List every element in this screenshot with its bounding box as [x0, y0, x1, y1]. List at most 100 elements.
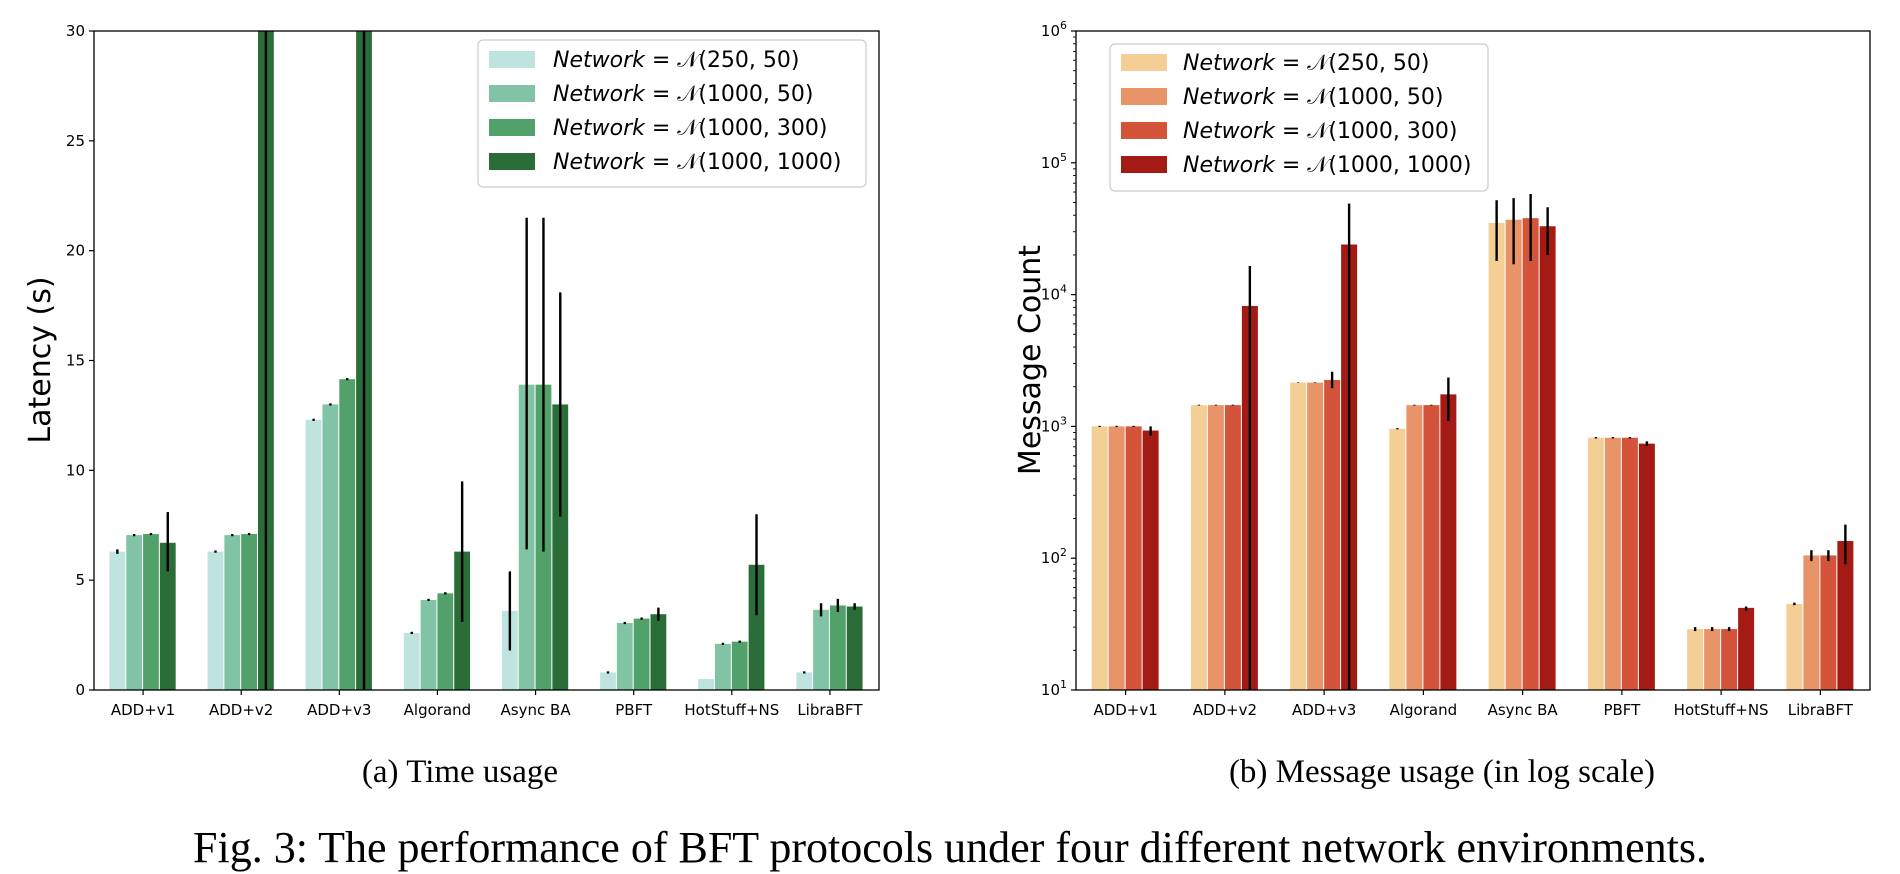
message-legend-label-1: Network = 𝒩(250, 50) — [1183, 51, 1430, 76]
message-bar — [1738, 607, 1755, 690]
latency-bar — [224, 535, 241, 690]
message-bar — [1125, 426, 1142, 690]
latency-x-tick-label: ADD+v1 — [111, 701, 175, 719]
message-legend-swatch-2 — [1121, 88, 1167, 105]
latency-legend-label-1: Network = 𝒩(250, 50) — [553, 48, 800, 73]
latency-bar — [126, 535, 143, 690]
message-x-tick-label: Algorand — [1390, 701, 1458, 719]
latency-bar — [420, 599, 437, 690]
message-bar — [1290, 382, 1307, 690]
latency-bar — [305, 419, 322, 690]
message-bar — [1190, 405, 1207, 690]
latency-legend-swatch-1 — [489, 51, 535, 68]
message-bar — [1423, 405, 1440, 690]
message-chart: 101 102 103 104 105 106 ADD+v1 ADD+v2 ADD+v3 Alg… — [1013, 19, 1871, 790]
message-bar — [1207, 405, 1224, 690]
message-y-tick-label: 101 — [1041, 678, 1067, 699]
latency-bar — [829, 605, 846, 690]
message-legend-label-3: Network = 𝒩(1000, 300) — [1183, 119, 1458, 144]
latency-bar — [715, 643, 731, 690]
message-x-tick-label: PBFT — [1603, 701, 1641, 719]
message-y-tick-label: 102 — [1041, 546, 1067, 567]
message-bar — [1488, 222, 1505, 690]
latency-error-bars — [116, 31, 856, 690]
message-x-tick-label: ADD+v1 — [1093, 701, 1157, 719]
message-subcaption: (b) Message usage (in log scale) — [1229, 754, 1655, 790]
latency-bar — [650, 614, 667, 690]
message-x-ticks: ADD+v1 ADD+v2 ADD+v3 Algorand Async BA PBFT Ho… — [1093, 690, 1854, 719]
latency-bar — [813, 609, 829, 690]
message-bar — [1786, 603, 1803, 690]
latency-legend: Network = 𝒩(250, 50) Network = 𝒩(1000, 5… — [477, 39, 867, 188]
message-bar — [1324, 379, 1341, 690]
message-bar — [1440, 394, 1457, 690]
latency-y-tick-label: 20 — [66, 242, 85, 260]
message-bar — [1108, 426, 1125, 690]
latency-bar — [339, 379, 356, 690]
latency-x-tick-label: HotStuff+NS — [684, 701, 779, 719]
message-y-tick-label: 106 — [1041, 19, 1067, 40]
latency-y-tick-label: 5 — [75, 571, 85, 589]
latency-y-ticks: 0 5 10 15 20 25 30 — [66, 22, 94, 699]
latency-bar — [846, 606, 863, 690]
latency-subcaption: (a) Time usage — [362, 754, 558, 790]
message-y-tick-label: 103 — [1041, 414, 1067, 435]
latency-bar — [159, 542, 176, 690]
latency-x-tick-label: ADD+v3 — [307, 701, 371, 719]
message-bar — [1803, 555, 1820, 690]
message-legend-swatch-4 — [1121, 156, 1167, 173]
latency-y-axis-label: Latency (s) — [23, 276, 58, 443]
message-x-tick-label: ADD+v3 — [1292, 701, 1356, 719]
message-bar — [1621, 437, 1638, 690]
message-y-axis-label: Message Count — [1013, 245, 1048, 475]
latency-bar — [600, 672, 616, 690]
message-bar — [1604, 437, 1621, 690]
latency-x-tick-label: LibraBFT — [797, 701, 863, 719]
message-bar — [1638, 443, 1655, 690]
latency-bar — [241, 534, 257, 690]
message-legend-box — [1109, 43, 1489, 192]
latency-bar — [616, 623, 633, 690]
message-bar — [1721, 629, 1738, 690]
latency-bar — [796, 672, 813, 690]
latency-y-tick-label: 30 — [66, 22, 85, 40]
message-error-bars — [1098, 193, 1847, 690]
latency-legend-label-4: Network = 𝒩(1000, 1000) — [553, 150, 841, 175]
message-legend-label-4: Network = 𝒩(1000, 1000) — [1183, 153, 1471, 178]
latency-legend-swatch-2 — [489, 85, 535, 102]
message-x-tick-label: Async BA — [1488, 701, 1559, 719]
latency-bar — [437, 593, 454, 690]
latency-legend-swatch-3 — [489, 119, 535, 136]
message-y-ticks: 101 102 103 104 105 106 — [1041, 19, 1076, 699]
latency-bar — [109, 551, 126, 690]
latency-y-tick-label: 25 — [66, 132, 85, 150]
message-bar — [1539, 226, 1556, 690]
message-bar — [1505, 219, 1522, 690]
latency-bar — [322, 404, 339, 690]
message-x-tick-label: HotStuff+NS — [1674, 701, 1769, 719]
latency-legend-label-2: Network = 𝒩(1000, 50) — [553, 82, 814, 107]
latency-bar — [143, 534, 159, 690]
message-legend-label-2: Network = 𝒩(1000, 50) — [1183, 85, 1444, 110]
latency-bar — [633, 618, 650, 690]
message-bar — [1837, 541, 1854, 690]
message-legend-swatch-3 — [1121, 122, 1167, 139]
message-plot-frame — [1075, 30, 1871, 691]
latency-y-tick-label: 0 — [75, 681, 85, 699]
message-bar — [1307, 382, 1324, 690]
figure-caption: Fig. 3: The performance of BFT protocols… — [193, 823, 1707, 872]
latency-bar — [403, 632, 420, 690]
latency-x-ticks: ADD+v1 ADD+v2 ADD+v3 Algorand Async BA PBFT Ho… — [111, 690, 863, 719]
message-x-tick-label: ADD+v2 — [1193, 701, 1257, 719]
latency-bar — [698, 679, 714, 690]
latency-y-tick-label: 15 — [66, 352, 85, 370]
message-bar — [1224, 405, 1241, 690]
message-bar — [1587, 437, 1604, 690]
latency-legend-box — [477, 39, 867, 188]
latency-x-tick-label: PBFT — [615, 701, 653, 719]
message-bar — [1389, 428, 1406, 690]
latency-bar — [552, 404, 569, 690]
latency-bars — [109, 31, 863, 690]
